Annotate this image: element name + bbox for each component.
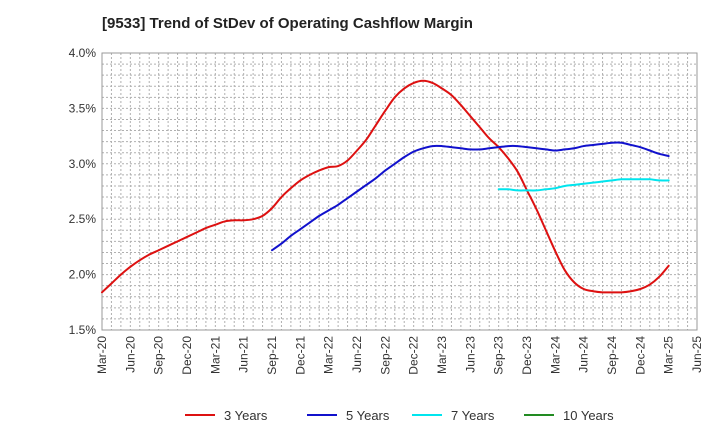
- legend-item-10-years: 10 Years: [524, 405, 614, 425]
- x-tick-label: Mar-21: [208, 336, 222, 374]
- x-tick-label: Dec-20: [180, 336, 194, 375]
- legend-label: 5 Years: [346, 407, 390, 423]
- gridlines: [101, 52, 698, 331]
- x-tick-label: Mar-22: [322, 336, 336, 374]
- y-axis-tick-labels: 1.5% 2.0% 2.5% 3.0% 3.5% 4.0%: [69, 46, 97, 337]
- legend-swatch: [412, 414, 442, 416]
- legend-label: 7 Years: [451, 407, 495, 423]
- x-tick-label: Dec-22: [407, 336, 421, 375]
- legend-swatch: [524, 414, 554, 416]
- series-line-5-years: [271, 141, 670, 252]
- x-tick-label: Dec-23: [520, 336, 534, 375]
- legend-label: 10 Years: [563, 407, 614, 423]
- y-tick-label: 2.0%: [69, 268, 97, 282]
- x-tick-label: Sep-21: [265, 336, 279, 375]
- series-lines: [101, 79, 670, 294]
- y-tick-label: 1.5%: [69, 323, 97, 337]
- legend-item-7-years: 7 Years: [412, 405, 494, 425]
- x-tick-label: Mar-23: [435, 336, 449, 374]
- y-tick-label: 3.5%: [69, 101, 97, 115]
- x-tick-label: Jun-25: [690, 336, 704, 373]
- legend-label: 3 Years: [224, 407, 268, 423]
- chart-legend: 3 Years 5 Years 7 Years 10 Years: [0, 405, 720, 425]
- x-tick-label: Jun-24: [577, 336, 591, 373]
- x-tick-label: Jun-21: [237, 336, 251, 373]
- x-tick-label: Dec-21: [293, 336, 307, 375]
- series-line-7-years: [497, 178, 670, 192]
- x-tick-label: Mar-25: [662, 336, 676, 374]
- legend-swatch: [307, 414, 337, 416]
- chart-title: [9533] Trend of StDev of Operating Cashf…: [102, 15, 473, 32]
- plot-area-frame: [101, 52, 698, 331]
- legend-item-5-years: 5 Years: [307, 405, 389, 425]
- legend-swatch: [185, 414, 215, 416]
- x-tick-label: Jun-23: [463, 336, 477, 373]
- x-tick-label: Sep-22: [378, 336, 392, 375]
- x-tick-label: Dec-24: [633, 336, 647, 375]
- x-tick-label: Jun-22: [350, 336, 364, 373]
- x-tick-label: Sep-24: [605, 336, 619, 375]
- x-tick-label: Jun-20: [123, 336, 137, 373]
- x-tick-label: Mar-24: [548, 336, 562, 374]
- x-tick-label: Sep-20: [152, 336, 166, 375]
- x-axis-tick-labels: Mar-20 Jun-20 Sep-20 Dec-20 Mar-21 Jun-21 Sep-…: [95, 336, 704, 375]
- x-tick-label: Mar-20: [95, 336, 109, 374]
- y-tick-label: 4.0%: [69, 46, 97, 60]
- series-line-3-years: [101, 79, 670, 294]
- y-tick-label: 3.0%: [69, 157, 97, 171]
- y-tick-label: 2.5%: [69, 212, 97, 226]
- x-tick-label: Sep-23: [492, 336, 506, 375]
- legend-item-3-years: 3 Years: [185, 405, 267, 425]
